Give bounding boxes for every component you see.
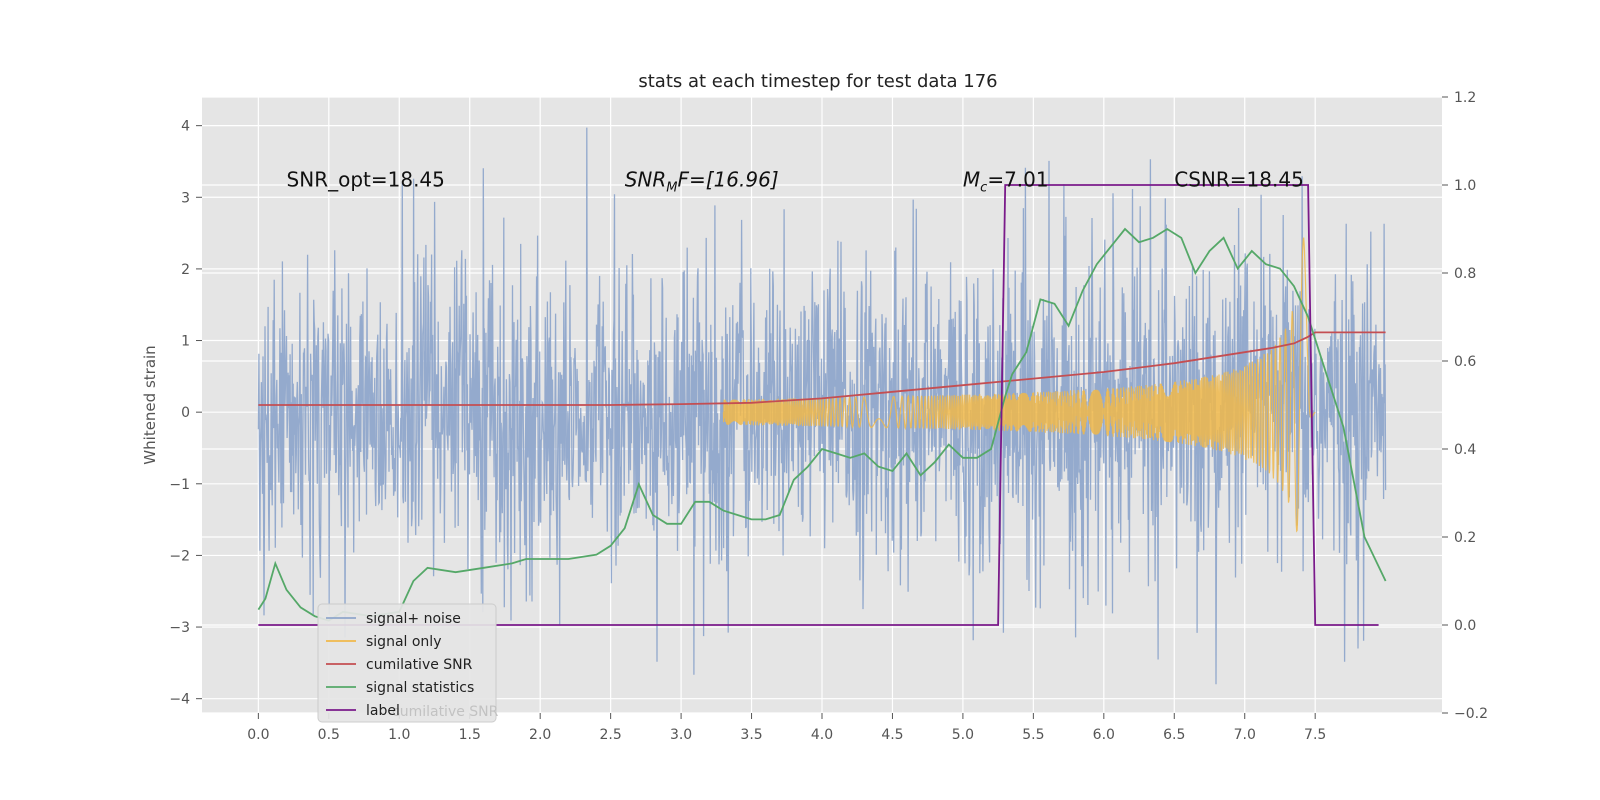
- legend-entry: label: [366, 703, 400, 719]
- legend-entry: signal+ noise: [366, 611, 461, 627]
- x-tick-label: 4.0: [811, 727, 833, 743]
- x-tick-label: 1.5: [459, 727, 481, 743]
- x-tick-label: 6.5: [1163, 727, 1185, 743]
- chart-title: stats at each timestep for test data 176: [638, 71, 997, 92]
- y-right-tick-label: −0.2: [1454, 706, 1488, 722]
- x-tick-label: 7.5: [1304, 727, 1326, 743]
- x-tick-label: 0.5: [318, 727, 340, 743]
- x-tick-label: 1.0: [388, 727, 410, 743]
- y-right-tick-label: 1.2: [1454, 90, 1476, 106]
- y-right-tick-label: 0.6: [1454, 354, 1476, 370]
- y-left-tick-label: −2: [169, 548, 190, 564]
- x-tick-label: 5.5: [1022, 727, 1044, 743]
- x-tick-label: 7.0: [1234, 727, 1256, 743]
- y-left-tick-label: 2: [181, 262, 190, 278]
- x-tick-label: 3.5: [740, 727, 762, 743]
- signal-statistics-line: [257, 227, 1387, 622]
- y-left-tick-label: 0: [181, 405, 190, 421]
- x-tick-label: 2.5: [600, 727, 622, 743]
- x-tick-label: 3.0: [670, 727, 692, 743]
- legend-ghost-text: cumilative SNR: [392, 704, 499, 720]
- legend-entry: signal only: [366, 634, 441, 650]
- y-right-tick-label: 0.8: [1454, 266, 1476, 282]
- legend: cumilative SNR signal+ noise signal only cu…: [317, 603, 499, 723]
- y-left-tick-label: 4: [181, 119, 190, 135]
- signal-only-series: [722, 237, 1316, 533]
- annotation-2: Mc=7.01: [963, 167, 1049, 195]
- line-series-layer: [257, 184, 1387, 626]
- x-tick-label: 4.5: [881, 727, 903, 743]
- y-left-tick-label: −1: [169, 477, 190, 493]
- y-right-tick-label: 1.0: [1454, 178, 1476, 194]
- legend-entry: signal statistics: [366, 680, 474, 696]
- axis-layer: 0.0 0.5 1.0 1.5 2.0 2.5 3.0 3.5 4.0 4.5 5.0 5.5 6.0 6…: [169, 90, 1488, 743]
- annotation-layer: SNR_opt=18.45 SNRMF=[16.96] Mc=7.01 CSNR=18…: [287, 167, 1304, 195]
- x-tick-label: 5.0: [952, 727, 974, 743]
- y-left-tick-label: 1: [181, 334, 190, 350]
- y-left-tick-label: 3: [181, 190, 190, 206]
- annotation-3: CSNR=18.45: [1174, 167, 1304, 191]
- annotation-1: SNRMF=[16.96]: [625, 167, 779, 195]
- cumulative-snr-line: [258, 331, 1386, 406]
- x-tick-label: 2.0: [529, 727, 551, 743]
- y-axis-label: Whitened strain: [141, 345, 159, 464]
- annotation-0: SNR_opt=18.45: [287, 167, 445, 191]
- y-right-tick-label: 0.2: [1454, 530, 1476, 546]
- signal-only-line: [722, 237, 1316, 533]
- y-right-tick-label: 0.4: [1454, 442, 1476, 458]
- legend-box: [317, 603, 497, 723]
- y-left-tick-label: −3: [169, 620, 190, 636]
- label-line: [258, 184, 1379, 626]
- legend-entry: cumilative SNR: [366, 657, 473, 673]
- y-right-tick-label: 0.0: [1454, 618, 1476, 634]
- y-left-tick-label: −4: [169, 692, 190, 708]
- x-tick-label: 6.0: [1093, 727, 1115, 743]
- x-tick-label: 0.0: [247, 727, 269, 743]
